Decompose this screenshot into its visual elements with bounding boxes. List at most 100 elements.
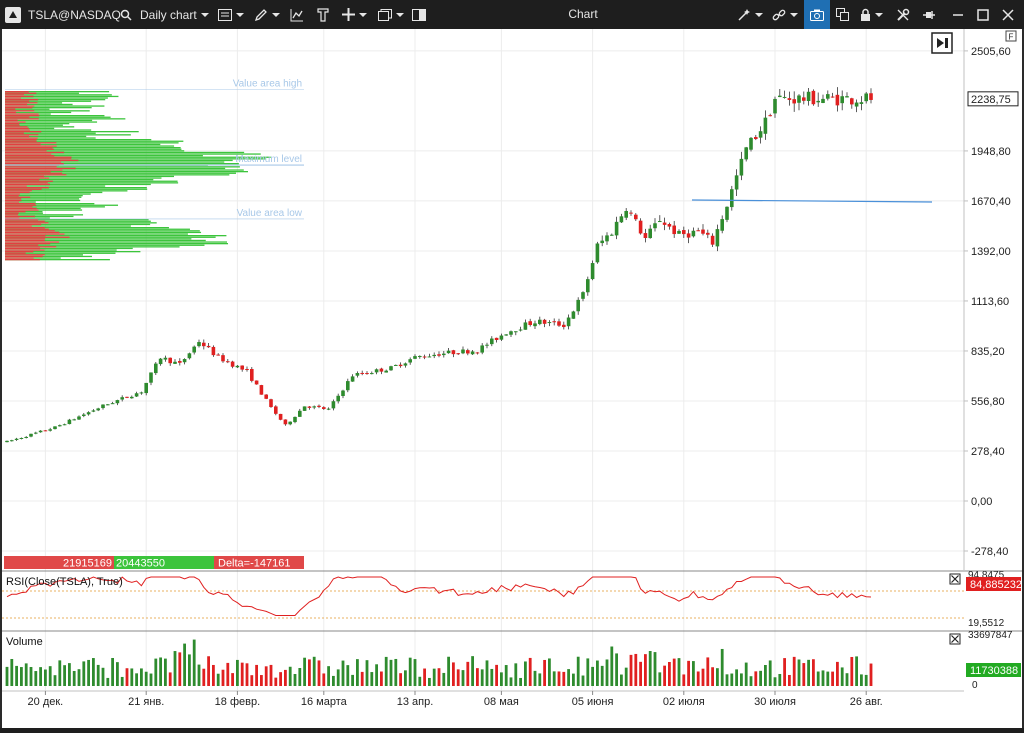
volume-close-button[interactable] — [949, 633, 961, 645]
price-axis[interactable]: 2505,60 1948,80 1670,40 1392,00 1113,60 835,2… — [964, 46, 1011, 558]
scroll-to-end-button[interactable] — [931, 32, 953, 54]
price-tick-label: 1948,80 — [971, 146, 1011, 158]
close-box-icon — [951, 575, 959, 583]
profile-sell-bar — [5, 172, 63, 174]
profile-sell-bar — [5, 91, 29, 93]
volume-bar — [524, 661, 527, 686]
volume-panel: Volume 33697847 0 11730388 — [5, 630, 1021, 691]
tools-dropdown[interactable] — [738, 0, 763, 29]
profile-sell-bar — [5, 212, 19, 214]
candle — [293, 416, 297, 423]
candle — [394, 364, 398, 366]
time-axis[interactable]: 20 дек. 21 янв. 18 февр. 16 марта 13 апр. 08 … — [28, 691, 883, 708]
rsi-close-button[interactable] — [949, 573, 961, 585]
time-tick-label: 16 марта — [301, 696, 348, 708]
profile-sell-bar — [5, 196, 31, 198]
link-dropdown[interactable] — [772, 0, 798, 29]
candle — [485, 344, 489, 346]
profile-buy-bar — [5, 239, 206, 242]
profile-buy-bar — [5, 223, 151, 226]
volume-bar — [740, 673, 743, 686]
profile-buy-bar — [5, 241, 227, 243]
minimize-button[interactable] — [952, 0, 964, 29]
search-icon[interactable] — [120, 0, 132, 29]
volume-bar — [428, 677, 431, 686]
candle — [787, 98, 792, 100]
duplicate-button[interactable] — [836, 0, 849, 29]
candle — [422, 356, 427, 358]
symbol-selector[interactable]: TSLA@NASDAQ — [28, 0, 121, 29]
fix-scale-button[interactable]: F — [1005, 30, 1017, 42]
lock-dropdown[interactable] — [860, 0, 883, 29]
profile-buy-bar — [5, 195, 83, 197]
candle — [302, 406, 307, 411]
volume-bar — [596, 660, 599, 686]
profile-buy-bar — [5, 94, 112, 96]
settings-button[interactable] — [896, 0, 910, 29]
candle — [811, 90, 816, 105]
profile-buy-bar — [5, 238, 192, 240]
profile-sell-bar — [5, 108, 16, 110]
price-tick-label: 556,80 — [971, 396, 1005, 408]
volume-bar — [476, 668, 479, 686]
close-button[interactable] — [1002, 0, 1014, 29]
chevron-down-icon — [272, 12, 280, 17]
profile-buy-bar — [5, 230, 200, 232]
volume-bar — [485, 660, 489, 686]
volume-bar — [207, 656, 210, 686]
profile-sell-bar — [5, 251, 34, 253]
profile-buy-bar — [5, 147, 181, 149]
screenshot-button[interactable] — [804, 0, 830, 29]
templates-button[interactable] — [316, 0, 330, 29]
volume-bar — [356, 659, 359, 686]
layout-button[interactable] — [412, 0, 426, 29]
profile-buy-bar — [5, 190, 128, 192]
pin-button[interactable] — [922, 0, 936, 29]
window-mode-dropdown[interactable] — [378, 0, 404, 29]
volume-bar — [437, 668, 441, 686]
profile-buy-bar — [5, 182, 179, 184]
profile-buy-bar — [5, 167, 226, 170]
profile-sell-bar — [5, 246, 57, 248]
crosshair-icon — [342, 8, 355, 21]
window-icon — [378, 8, 392, 21]
indicator-chart-icon — [290, 8, 303, 21]
chart-settings-dropdown[interactable] — [218, 0, 244, 29]
volume-title: Volume — [6, 636, 43, 648]
crosshair-dropdown[interactable] — [342, 0, 367, 29]
profile-sell-bar — [5, 126, 28, 128]
candle — [14, 438, 19, 440]
volume-bar — [778, 673, 782, 686]
volume-bar — [826, 671, 830, 686]
profile-sell-bar — [5, 107, 33, 109]
candle — [307, 406, 312, 408]
volume-bar — [600, 665, 604, 686]
volume-bar — [716, 668, 719, 686]
candle — [566, 317, 571, 327]
profile-buy-bar — [5, 169, 244, 171]
profile-sell-bar — [5, 211, 26, 213]
profile-buy-bar — [5, 207, 81, 210]
timeframe-dropdown[interactable]: Daily chart — [140, 0, 209, 29]
volume-bar — [288, 666, 292, 686]
maximize-button[interactable] — [977, 0, 989, 29]
chart-window: Value area high Maximum level Value area… — [0, 29, 1024, 728]
candle — [744, 147, 748, 160]
volume-bar — [10, 658, 14, 686]
grid-lines — [2, 29, 964, 691]
drawing-tools-dropdown[interactable] — [254, 0, 280, 29]
horizontal-line-drawing[interactable] — [691, 199, 933, 203]
volume-bar — [245, 663, 249, 686]
fix-scale-icon: F — [1009, 33, 1014, 42]
volume-bar — [192, 639, 196, 686]
candle — [466, 350, 470, 354]
candle — [581, 292, 585, 299]
chart-canvas[interactable]: Value area high Maximum level Value area… — [2, 29, 1022, 728]
profile-sell-bar — [5, 235, 46, 237]
volume-bar — [408, 657, 412, 686]
profile-sell-bar — [5, 156, 72, 158]
profile-buy-bar — [5, 209, 83, 211]
indicators-button[interactable] — [290, 0, 304, 29]
volume-bar — [629, 654, 633, 686]
volume-bar — [389, 659, 393, 686]
